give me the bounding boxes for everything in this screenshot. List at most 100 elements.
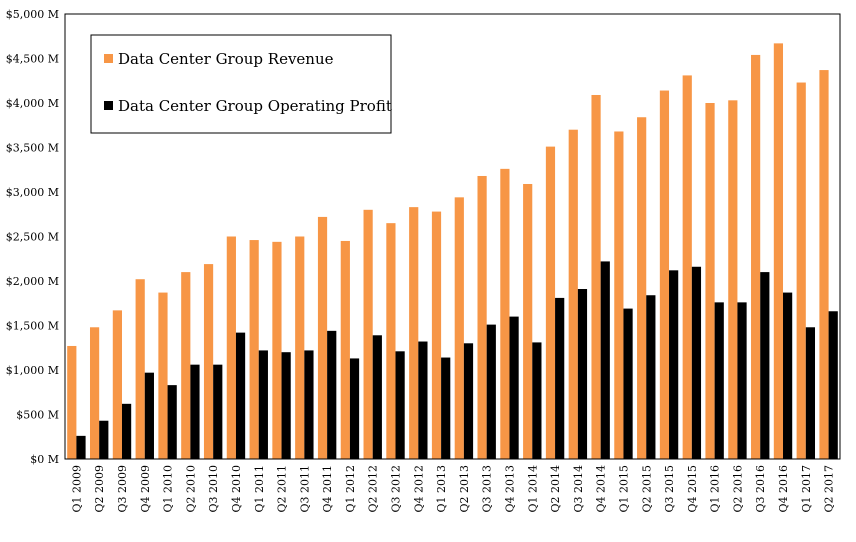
- revenue-bar: [386, 223, 396, 459]
- x-tick-label: Q3 2011: [298, 465, 311, 513]
- x-tick-label: Q4 2012: [412, 465, 425, 513]
- operating-profit-bar: [509, 316, 519, 459]
- x-tick-label: Q4 2011: [321, 465, 334, 513]
- revenue-bar: [728, 100, 738, 459]
- x-tick-label: Q1 2017: [800, 465, 813, 513]
- x-tick-label: Q4 2009: [139, 465, 152, 513]
- operating-profit-bar: [99, 420, 109, 459]
- revenue-bar: [181, 272, 191, 459]
- x-tick-label: Q1 2016: [709, 465, 722, 513]
- y-tick-label: $1,000 M: [6, 364, 59, 377]
- y-tick-label: $3,000 M: [6, 186, 59, 199]
- revenue-bar: [454, 197, 464, 459]
- revenue-bar: [568, 129, 578, 459]
- x-tick-label: Q2 2009: [93, 465, 106, 513]
- x-tick-label: Q4 2014: [595, 465, 608, 513]
- operating-profit-bar: [372, 335, 382, 459]
- operating-profit-bar: [235, 332, 246, 459]
- legend-box: [90, 34, 392, 134]
- operating-profit-bar: [532, 342, 542, 459]
- plot-frame: [64, 13, 841, 460]
- y-tick-label: $4,500 M: [6, 53, 59, 66]
- operating-profit-bar: [281, 352, 291, 459]
- x-tick-label: Q3 2016: [754, 465, 767, 513]
- revenue-bar: [431, 211, 442, 459]
- x-tick-label: Q3 2012: [390, 465, 403, 513]
- revenue-bar: [796, 82, 806, 459]
- revenue-bar: [751, 54, 761, 459]
- revenue-bar: [500, 168, 510, 460]
- operating-profit-bar: [349, 358, 360, 459]
- legend: Data Center Group Revenue Data Center Gro…: [90, 34, 392, 134]
- operating-profit-bar: [555, 297, 565, 459]
- x-tick-label: Q2 2015: [640, 465, 653, 513]
- operating-profit-bar: [463, 343, 474, 459]
- x-tick-label: Q1 2009: [70, 465, 83, 513]
- y-tick-label: $2,000 M: [6, 275, 59, 288]
- revenue-bar: [67, 345, 77, 459]
- revenue-bar: [773, 43, 784, 460]
- x-tick-label: Q2 2016: [731, 465, 744, 513]
- x-tick-label: Q1 2015: [617, 465, 630, 513]
- operating-profit-bar: [669, 270, 679, 459]
- legend-label-operating-profit: Data Center Group Operating Profit: [118, 97, 392, 115]
- revenue-bar: [614, 131, 624, 460]
- operating-profit-bar: [418, 341, 428, 459]
- operating-profit-bar: [623, 308, 633, 459]
- revenue-bar: [819, 70, 829, 459]
- revenue-bar: [409, 207, 419, 459]
- revenue-bar: [637, 117, 647, 460]
- operating-profit-bar: [213, 364, 223, 459]
- x-tick-label: Q2 2017: [823, 465, 836, 513]
- x-tick-label: Q2 2013: [458, 465, 471, 513]
- revenue-bar: [89, 327, 100, 459]
- revenue-bar: [158, 292, 168, 459]
- revenue-bar: [591, 94, 601, 460]
- legend-swatch-operating-profit: [104, 101, 113, 110]
- revenue-bar: [340, 240, 350, 459]
- x-tick-label: Q4 2016: [777, 465, 790, 513]
- y-tick-label: $1,500 M: [6, 320, 59, 333]
- x-tick-label: Q2 2010: [184, 465, 197, 513]
- x-tick-label: Q3 2013: [481, 465, 494, 513]
- x-tick-label: Q1 2013: [435, 465, 448, 513]
- operating-profit-bar: [760, 272, 770, 459]
- operating-profit-bar: [76, 435, 86, 459]
- y-tick-label: $500 M: [16, 409, 59, 422]
- operating-profit-bar: [828, 311, 838, 459]
- operating-profit-bar: [190, 364, 200, 459]
- y-tick-label: $4,000 M: [6, 97, 59, 110]
- revenue-bar: [317, 216, 328, 459]
- revenue-bar: [363, 209, 373, 459]
- revenue-bar: [682, 75, 692, 459]
- operating-profit-bar: [600, 261, 610, 459]
- operating-profit-bar: [395, 351, 405, 459]
- x-tick-label: Q2 2012: [367, 465, 380, 513]
- operating-profit-bar: [577, 289, 588, 459]
- x-tick-label: Q3 2014: [572, 465, 585, 513]
- x-tick-label: Q2 2011: [276, 465, 289, 513]
- x-tick-label: Q4 2013: [503, 465, 516, 513]
- operating-profit-bar: [486, 324, 496, 459]
- operating-profit-bar: [258, 350, 268, 459]
- x-tick-label: Q3 2015: [663, 465, 676, 513]
- x-tick-label: Q1 2011: [253, 465, 266, 513]
- revenue-bar: [659, 90, 670, 459]
- bars-group: [67, 43, 838, 460]
- revenue-bar: [112, 310, 122, 459]
- revenue-bar: [523, 183, 533, 460]
- revenue-bar: [295, 236, 305, 459]
- x-tick-label: Q1 2012: [344, 465, 357, 513]
- x-tick-label: Q2 2014: [549, 465, 562, 513]
- y-tick-label: $5,000 M: [6, 8, 59, 21]
- legend-swatch-revenue: [104, 54, 113, 63]
- revenue-bar: [226, 236, 236, 459]
- operating-profit-bar: [783, 292, 793, 459]
- operating-profit-bar: [167, 385, 177, 459]
- operating-profit-bar: [805, 327, 816, 459]
- revenue-bar: [272, 241, 282, 459]
- y-axis-tick-labels: $0 M $500 M $1,000 M $1,500 M $2,000 M $2,500…: [6, 8, 59, 466]
- operating-profit-bar: [121, 403, 132, 459]
- revenue-bar: [705, 103, 715, 459]
